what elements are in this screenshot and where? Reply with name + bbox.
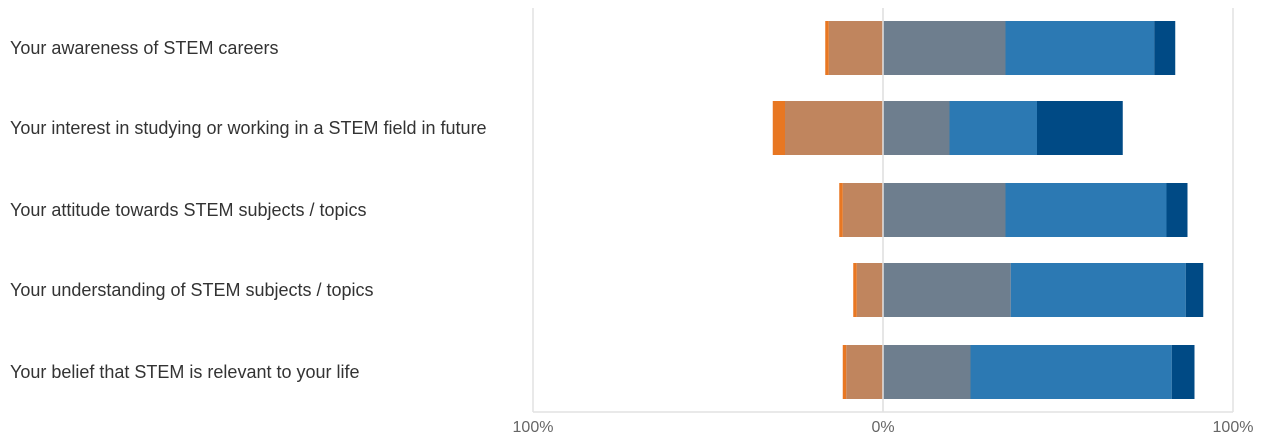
bar-segment xyxy=(1037,101,1123,155)
x-tick-label: 100% xyxy=(1213,419,1254,436)
bar-segment xyxy=(883,183,1006,237)
x-tick-label: 0% xyxy=(871,419,894,436)
bar-segment xyxy=(1011,263,1186,317)
bar-segment xyxy=(971,345,1172,399)
bar-segment xyxy=(950,101,1038,155)
bar-segment xyxy=(1006,21,1155,75)
bar-segment xyxy=(853,263,857,317)
axis-ticks: 100% 0% 100% xyxy=(513,419,1254,436)
bar-segment xyxy=(843,345,847,399)
bar-segment xyxy=(773,101,785,155)
bar-segment xyxy=(1167,183,1188,237)
bar-segment xyxy=(843,183,883,237)
bar-segment xyxy=(1154,21,1175,75)
bar-segment xyxy=(839,183,843,237)
bar-segment xyxy=(883,345,971,399)
bar-segment xyxy=(825,21,829,75)
bar-segment xyxy=(1186,263,1204,317)
bar-segment xyxy=(883,263,1011,317)
bar-segment xyxy=(785,101,883,155)
bar-group xyxy=(773,8,1204,412)
bar-segment xyxy=(1172,345,1195,399)
bar-segment xyxy=(829,21,883,75)
bar-segment xyxy=(857,263,883,317)
bar-segment xyxy=(883,101,950,155)
x-tick-label: 100% xyxy=(513,419,554,436)
bar-segment xyxy=(846,345,883,399)
bar-segment xyxy=(1006,183,1167,237)
bar-segment xyxy=(883,21,1006,75)
